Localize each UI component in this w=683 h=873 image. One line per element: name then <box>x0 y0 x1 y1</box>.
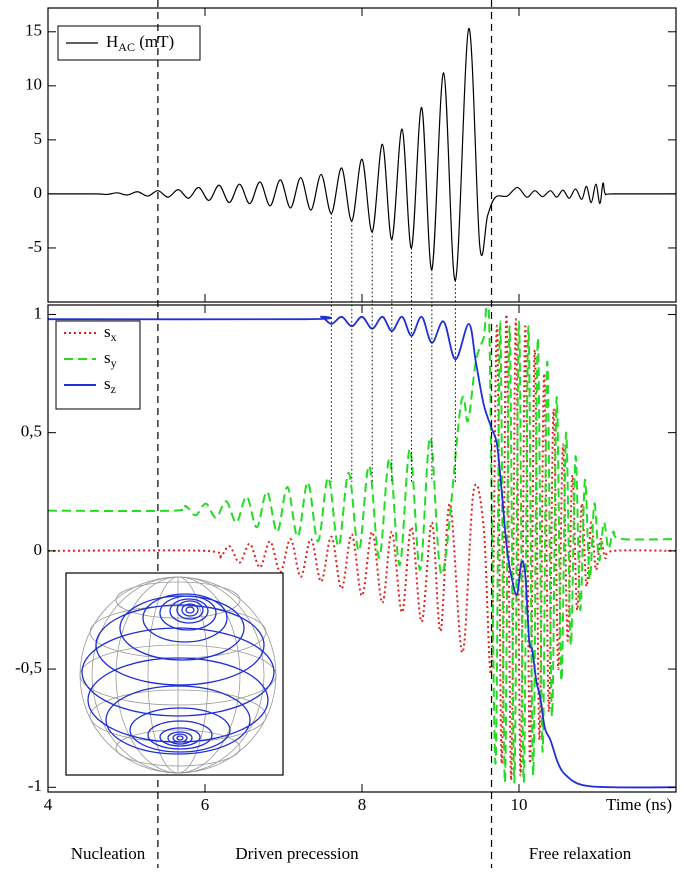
series-line <box>48 315 676 789</box>
x-tick-label: 8 <box>358 795 367 814</box>
y-tick-label: -0,5 <box>15 658 42 677</box>
y-tick-label: 5 <box>34 129 43 148</box>
legend-box <box>55 320 141 410</box>
y-tick-label: 1 <box>34 303 43 322</box>
legend-name: s <box>104 374 111 393</box>
x-tick-label: 10 <box>511 795 528 814</box>
sphere-inset <box>65 572 284 776</box>
series-line <box>48 305 676 784</box>
legend-subscript: y <box>111 356 117 370</box>
series-line <box>48 27 676 282</box>
y-tick-label: 0 <box>34 540 43 559</box>
legend-name: H <box>106 32 118 51</box>
phase-label: Driven precession <box>235 844 359 863</box>
legend-label: sz <box>104 374 116 396</box>
legend-subscript: z <box>111 382 116 396</box>
x-axis-label: Time (ns) <box>606 795 672 814</box>
x-tick-label: 6 <box>201 795 210 814</box>
y-tick-label: -1 <box>28 776 42 795</box>
legend-name: s <box>104 348 111 367</box>
legend-subscript: x <box>111 330 117 344</box>
legend-label: sy <box>104 348 117 370</box>
plot-area <box>48 305 676 789</box>
y-tick-label: -5 <box>28 237 42 256</box>
series-line <box>48 313 676 782</box>
plot-area <box>48 27 676 282</box>
y-tick-label: 10 <box>25 75 42 94</box>
legend-label: HAC (mT) <box>106 32 174 54</box>
legend-label: sx <box>104 322 117 344</box>
y-tick-label: 0 <box>34 183 43 202</box>
phase-label: Nucleation <box>71 844 146 863</box>
phase-label: Free relaxation <box>529 844 632 863</box>
legend-unit: (mT) <box>135 32 174 51</box>
legend-name: s <box>104 322 111 341</box>
y-tick-label: 0,5 <box>21 422 42 441</box>
y-tick-label: 15 <box>25 21 42 40</box>
sphere-trajectory <box>81 593 275 755</box>
curves <box>48 27 676 789</box>
x-tick-label: 4 <box>44 795 53 814</box>
plot-frame <box>47 304 677 793</box>
legend-subscript: AC <box>118 40 135 54</box>
plot-frame <box>47 7 677 303</box>
sphere-drawing <box>79 576 277 774</box>
